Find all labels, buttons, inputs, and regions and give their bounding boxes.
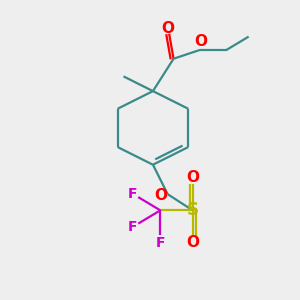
Text: O: O (161, 21, 174, 36)
Text: F: F (128, 187, 138, 201)
Text: F: F (156, 236, 165, 250)
Text: O: O (186, 235, 199, 250)
Text: O: O (154, 188, 167, 203)
Text: S: S (187, 201, 199, 219)
Text: F: F (128, 220, 138, 234)
Text: O: O (194, 34, 207, 49)
Text: O: O (186, 170, 199, 185)
